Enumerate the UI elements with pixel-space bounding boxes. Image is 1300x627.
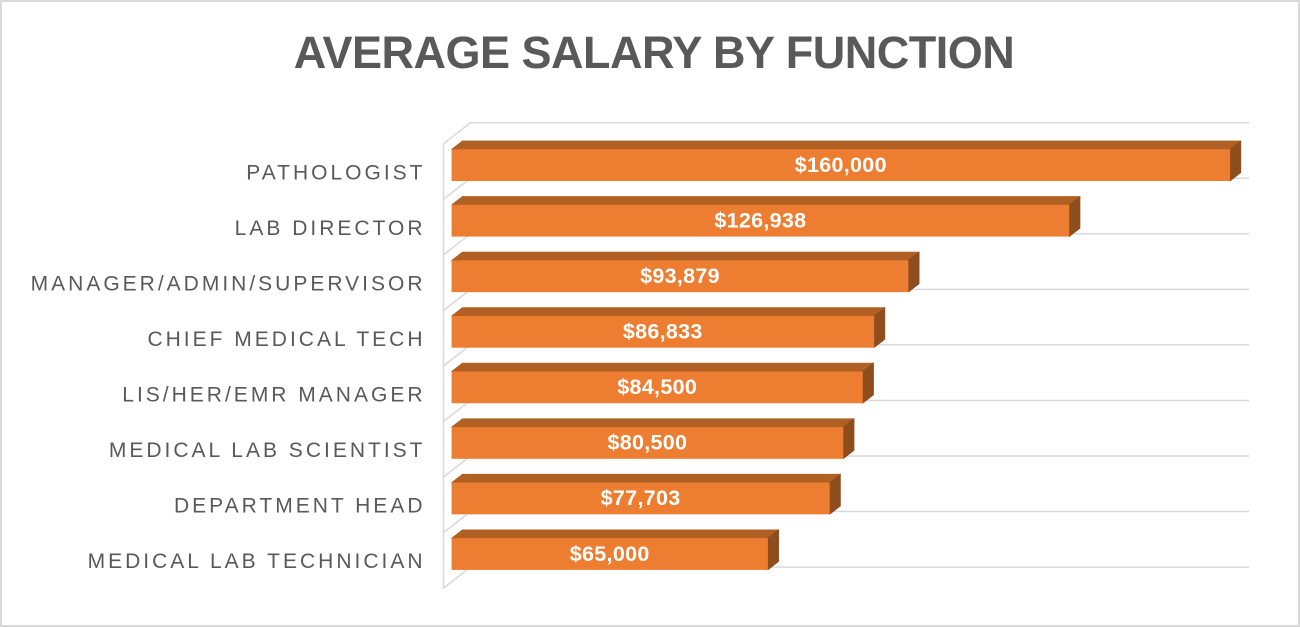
svg-text:AVERAGE SALARY BY FUNCTION: AVERAGE SALARY BY FUNCTION: [294, 27, 1014, 78]
svg-text:PATHOLOGIST: PATHOLOGIST: [246, 161, 425, 184]
svg-text:$160,000: $160,000: [795, 153, 887, 177]
svg-text:$86,833: $86,833: [623, 320, 703, 344]
svg-text:$93,879: $93,879: [640, 264, 720, 288]
svg-text:$65,000: $65,000: [570, 542, 650, 566]
svg-text:MANAGER/ADMIN/SUPERVISOR: MANAGER/ADMIN/SUPERVISOR: [31, 272, 426, 295]
svg-text:MEDICAL LAB SCIENTIST: MEDICAL LAB SCIENTIST: [109, 439, 426, 462]
svg-text:LAB DIRECTOR: LAB DIRECTOR: [235, 217, 426, 240]
svg-text:CHIEF MEDICAL TECH: CHIEF MEDICAL TECH: [147, 328, 425, 351]
svg-text:LIS/HER/EMR MANAGER: LIS/HER/EMR MANAGER: [122, 383, 425, 406]
svg-text:$80,500: $80,500: [607, 431, 687, 455]
svg-text:$126,938: $126,938: [714, 208, 806, 232]
svg-text:$77,703: $77,703: [601, 486, 681, 510]
svg-text:DEPARTMENT HEAD: DEPARTMENT HEAD: [174, 495, 426, 518]
svg-text:$84,500: $84,500: [617, 375, 697, 399]
svg-text:MEDICAL LAB TECHNICIAN: MEDICAL LAB TECHNICIAN: [88, 550, 426, 573]
